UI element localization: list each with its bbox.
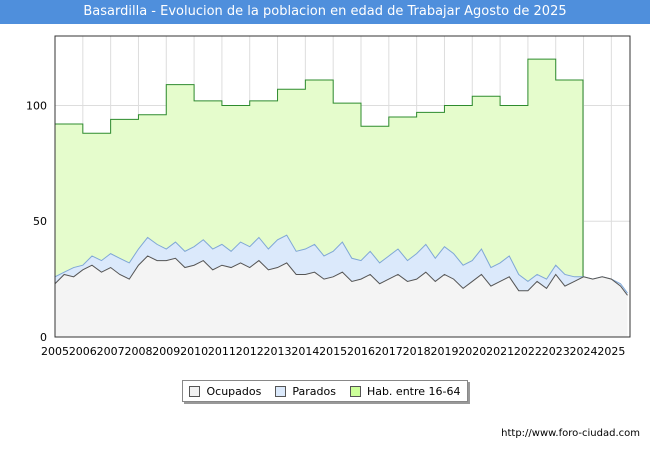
x-tick-label: 2021 bbox=[486, 345, 514, 358]
x-tick-label: 2020 bbox=[458, 345, 486, 358]
legend-swatch-hab bbox=[349, 385, 361, 397]
x-tick-label: 2022 bbox=[514, 345, 542, 358]
x-tick-label: 2023 bbox=[542, 345, 570, 358]
footer-url: http://www.foro-ciudad.com bbox=[501, 428, 640, 439]
x-tick-label: 2007 bbox=[97, 345, 125, 358]
x-tick-label: 2024 bbox=[570, 345, 598, 358]
x-tick-label: 2014 bbox=[291, 345, 319, 358]
chart-title: Basardilla - Evolucion de la poblacion e… bbox=[83, 4, 567, 19]
x-tick-label: 2005 bbox=[41, 345, 69, 358]
x-tick-label: 2010 bbox=[180, 345, 208, 358]
legend-item-ocupados: Ocupados bbox=[189, 385, 261, 398]
ocupados-area bbox=[55, 255, 628, 337]
x-tick-label: 2016 bbox=[347, 345, 375, 358]
x-tick-label: 2018 bbox=[403, 345, 431, 358]
x-tick-label: 2013 bbox=[264, 345, 292, 358]
legend: Ocupados Parados Hab. entre 16-64 bbox=[182, 380, 468, 402]
plot-border bbox=[54, 35, 631, 338]
legend-item-hab: Hab. entre 16-64 bbox=[349, 384, 461, 398]
x-tick-label: 2006 bbox=[69, 345, 97, 358]
title-bar: Basardilla - Evolucion de la poblacion e… bbox=[0, 0, 650, 24]
legend-swatch-ocupados bbox=[189, 385, 201, 397]
x-tick-label: 2025 bbox=[597, 345, 625, 358]
parados-line bbox=[54, 234, 628, 294]
y-tick-label: 100 bbox=[26, 99, 47, 112]
x-tick-label: 2019 bbox=[430, 345, 458, 358]
legend-item-parados: Parados bbox=[275, 385, 336, 398]
legend-swatch-parados bbox=[275, 385, 287, 397]
x-tick-label: 2011 bbox=[208, 345, 236, 358]
y-tick-label: 0 bbox=[40, 331, 47, 344]
hab-line bbox=[55, 58, 584, 337]
y-tick-label: 50 bbox=[33, 215, 47, 228]
x-tick-label: 2008 bbox=[124, 345, 152, 358]
legend-label-parados: Parados bbox=[292, 384, 336, 398]
ocupados-line bbox=[54, 255, 628, 296]
x-tick-label: 2012 bbox=[236, 345, 264, 358]
legend-label-hab: Hab. entre 16-64 bbox=[366, 384, 461, 398]
x-tick-label: 2017 bbox=[375, 345, 403, 358]
legend-label-ocupados: Ocupados bbox=[206, 384, 262, 398]
x-tick-label: 2015 bbox=[319, 345, 347, 358]
x-tick-label: 2009 bbox=[152, 345, 180, 358]
